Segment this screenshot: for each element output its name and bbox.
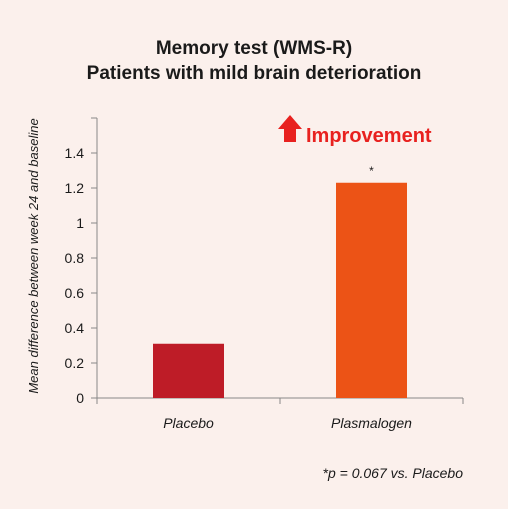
- y-tick-label: 0.6: [65, 285, 85, 301]
- bar-placebo: [153, 343, 224, 398]
- x-category-label: Plasmalogen: [331, 415, 412, 431]
- y-tick-label: 0.2: [65, 355, 85, 371]
- y-tick-label: 1.2: [65, 180, 85, 196]
- y-tick-label: 0: [76, 390, 84, 406]
- y-tick-label: 0.4: [65, 320, 85, 336]
- footnote: *p = 0.067 vs. Placebo: [323, 465, 464, 481]
- up-arrow-icon: [278, 115, 302, 142]
- y-tick-label: 1: [76, 215, 84, 231]
- y-tick-label: 0.8: [65, 250, 85, 266]
- chart-title-line-2: Patients with mild brain deterioration: [87, 63, 422, 84]
- improvement-label: Improvement: [306, 125, 432, 147]
- y-axis-label: Mean difference between week 24 and base…: [26, 118, 41, 393]
- significance-marker: *: [369, 164, 374, 178]
- bar-plasmalogen: [336, 182, 407, 398]
- plot-area: 0 0.2 0.4 0.6 0.8 1 1.2 1.4 * Placebo Plasmaloge…: [65, 117, 464, 431]
- improvement-annotation: Improvement: [278, 115, 432, 147]
- y-tick-label: 1.4: [65, 145, 85, 161]
- chart-title-line-1: Memory test (WMS-R): [156, 38, 352, 59]
- x-category-label: Placebo: [163, 415, 214, 431]
